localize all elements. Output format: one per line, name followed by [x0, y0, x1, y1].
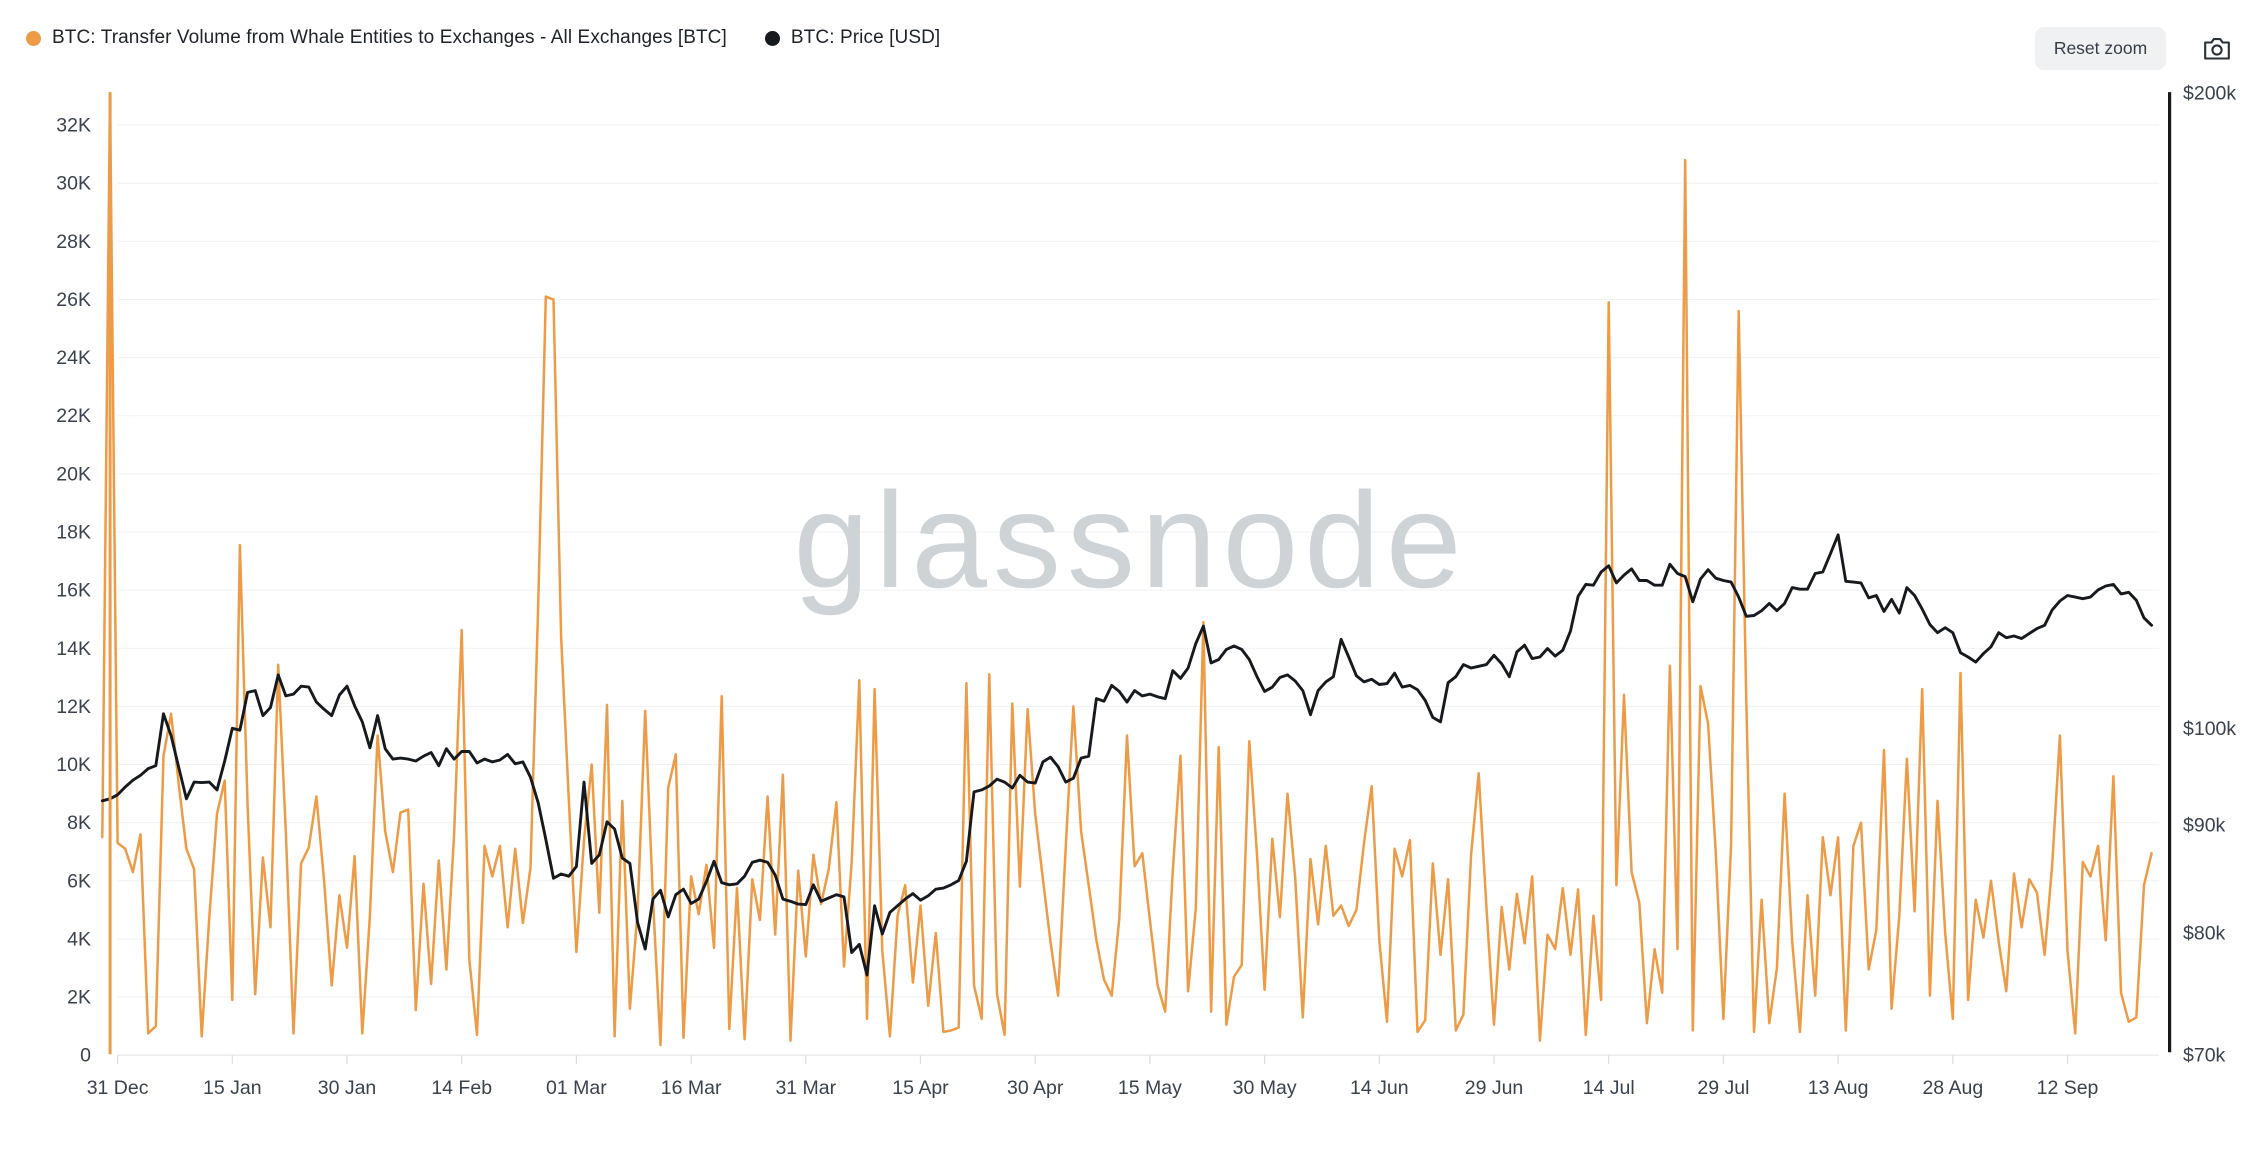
left-axis-label-22K: 22K [56, 405, 91, 427]
left-axis-label-0: 0 [80, 1045, 91, 1067]
left-axis-label-8K: 8K [67, 812, 91, 834]
left-axis-label-16K: 16K [56, 580, 91, 602]
legend-item-price[interactable]: BTC: Price [USD] [764, 27, 941, 49]
x-axis-label-14 Jun: 14 Jun [1350, 1077, 1409, 1099]
x-axis-label-31 Dec: 31 Dec [87, 1077, 149, 1099]
right-axis-label-$90k: $90k [2183, 814, 2226, 836]
right-axis-label-$200k: $200k [2183, 83, 2236, 105]
left-axis-label-30K: 30K [56, 173, 91, 195]
left-axis-label-2K: 2K [67, 987, 91, 1009]
x-axis-label-15 May: 15 May [1118, 1077, 1182, 1099]
x-axis-label-01 Mar: 01 Mar [546, 1077, 607, 1099]
camera-icon [2204, 38, 2230, 60]
right-axis-label-$100k: $100k [2183, 718, 2236, 740]
legend-label-transfer-volume: BTC: Transfer Volume from Whale Entities… [52, 27, 727, 48]
left-axis-label-6K: 6K [67, 870, 91, 892]
x-axis-label-16 Mar: 16 Mar [661, 1077, 722, 1099]
left-axis-label-14K: 14K [56, 638, 91, 660]
reset-zoom-button[interactable]: Reset zoom [2035, 27, 2166, 70]
legend-label-price: BTC: Price [USD] [790, 27, 941, 48]
x-axis-label-29 Jun: 29 Jun [1465, 1077, 1524, 1099]
series-line-transfer-volume [101, 93, 2153, 1047]
left-axis-label-10K: 10K [56, 754, 91, 776]
left-axis-label-24K: 24K [56, 347, 91, 369]
x-axis-label-28 Aug: 28 Aug [1922, 1077, 1983, 1099]
x-axis-label-30 May: 30 May [1233, 1077, 1297, 1099]
legend-item-transfer-volume[interactable]: BTC: Transfer Volume from Whale Entities… [26, 27, 727, 49]
left-axis-label-20K: 20K [56, 463, 91, 485]
left-axis-label-18K: 18K [56, 522, 91, 544]
left-axis-label-28K: 28K [56, 231, 91, 253]
left-axis-label-12K: 12K [56, 696, 91, 718]
x-axis-label-29 Jul: 29 Jul [1697, 1077, 1749, 1099]
x-axis-label-14 Jul: 14 Jul [1583, 1077, 1635, 1099]
legend-dot-price-icon [764, 30, 780, 46]
series-line-price [100, 533, 2154, 977]
left-axis-label-32K: 32K [56, 115, 91, 137]
legend: BTC: Transfer Volume from Whale Entities… [26, 26, 940, 50]
x-axis-label-31 Mar: 31 Mar [775, 1077, 836, 1099]
x-axis-label-30 Apr: 30 Apr [1007, 1077, 1064, 1099]
left-axis-label-4K: 4K [67, 928, 91, 950]
x-axis-label-12 Sep: 12 Sep [2037, 1077, 2099, 1099]
x-axis-label-15 Jan: 15 Jan [203, 1077, 262, 1099]
x-axis-label-13 Aug: 13 Aug [1808, 1077, 1869, 1099]
x-axis-label-14 Feb: 14 Feb [431, 1077, 492, 1099]
x-axis-label-15 Apr: 15 Apr [892, 1077, 949, 1099]
right-axis-label-$80k: $80k [2183, 922, 2226, 944]
legend-dot-transfer-volume-icon [26, 30, 41, 46]
camera-button[interactable] [2201, 33, 2233, 65]
right-axis-label-$70k: $70k [2183, 1045, 2226, 1067]
x-axis-label-30 Jan: 30 Jan [318, 1077, 377, 1099]
left-axis-label-26K: 26K [56, 289, 91, 311]
